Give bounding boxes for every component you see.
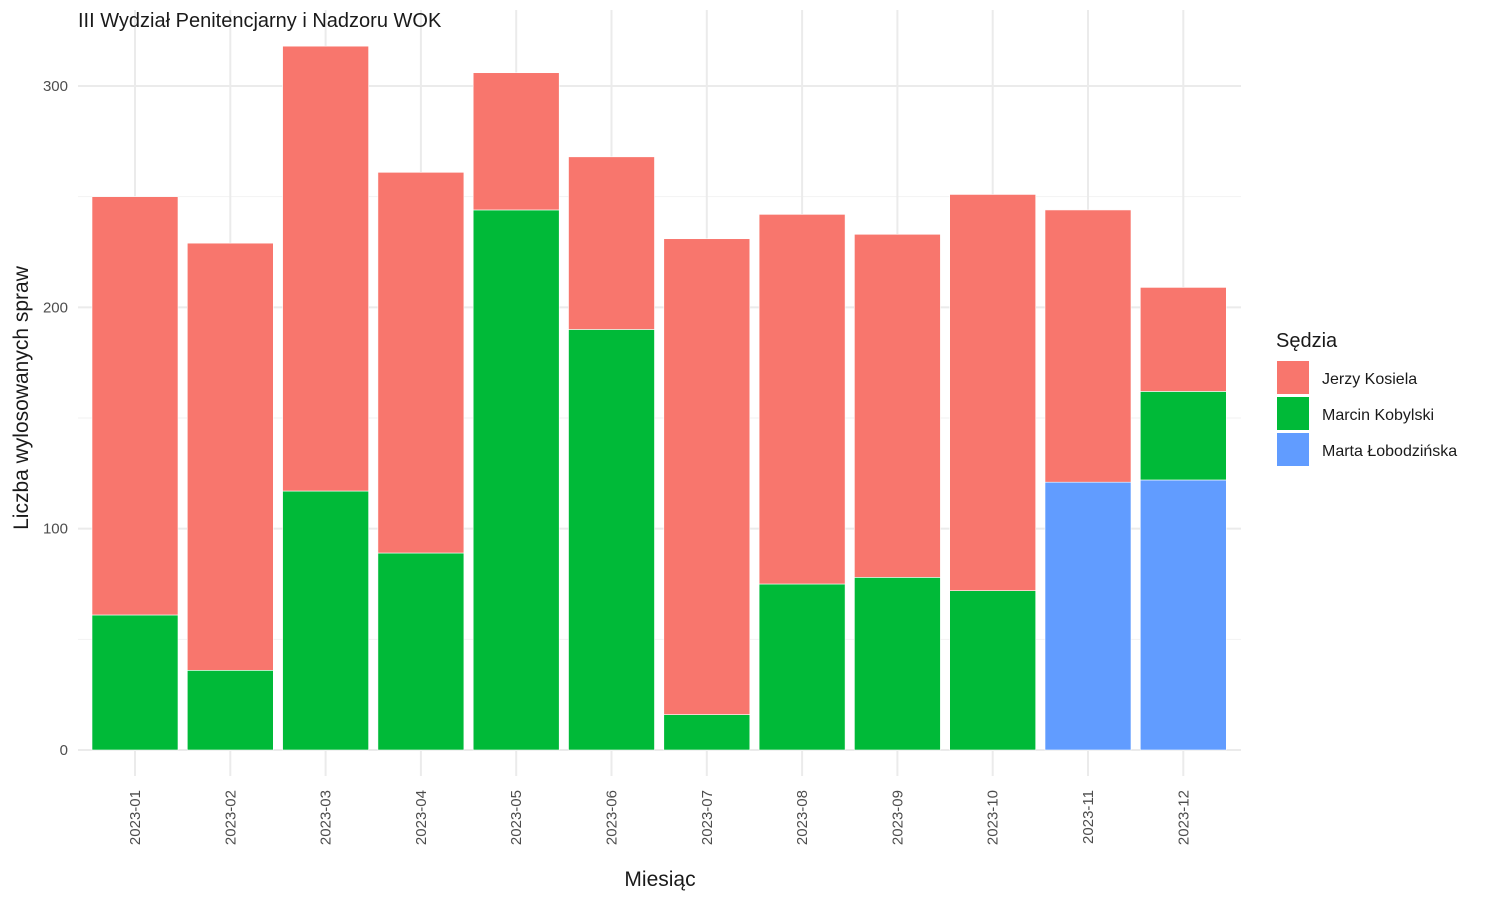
y-tick-label: 100 [43, 521, 68, 538]
bar-2023-06-jerzy-kosiela [568, 156, 655, 330]
bar-2023-10-marcin-kobylski [949, 590, 1037, 751]
y-tick-label: 200 [43, 299, 68, 316]
legend-label-marta-obodzi-ska: Marta Łobodzińska [1322, 443, 1457, 460]
x-tick-label: 2023-04 [413, 790, 430, 845]
x-tick-label: 2023-09 [889, 790, 906, 845]
legend-label-jerzy-kosiela: Jerzy Kosiela [1322, 371, 1417, 388]
x-tick-label: 2023-08 [794, 790, 811, 845]
x-tick-label: 2023-06 [604, 790, 621, 845]
bar-2023-02-jerzy-kosiela [187, 242, 274, 671]
x-tick-label: 2023-11 [1080, 790, 1097, 844]
bar-2023-05-marcin-kobylski [472, 209, 560, 751]
bar-2023-06-marcin-kobylski [568, 329, 655, 751]
bars [91, 45, 1227, 751]
bar-2023-08-jerzy-kosiela [758, 214, 846, 585]
x-axis-title: Miesiąc [624, 868, 695, 891]
bar-2023-12-marta-obodzi-ska [1140, 479, 1227, 751]
bar-2023-10-jerzy-kosiela [949, 194, 1037, 591]
bar-2023-07-jerzy-kosiela [663, 238, 751, 715]
x-tick-label: 2023-01 [127, 790, 144, 845]
bar-2023-12-jerzy-kosiela [1140, 287, 1227, 392]
x-tick-label: 2023-12 [1175, 790, 1192, 845]
legend: Sędzia Jerzy Kosiela Marcin Kobylski Marta… [1276, 330, 1457, 466]
y-tick-label: 0 [60, 742, 68, 759]
bar-2023-01-marcin-kobylski [91, 614, 179, 751]
bar-2023-05-jerzy-kosiela [472, 72, 560, 211]
bar-2023-04-jerzy-kosiela [377, 172, 465, 554]
bar-2023-08-marcin-kobylski [758, 583, 846, 751]
legend-key-jerzy-kosiela [1277, 361, 1309, 394]
bar-2023-04-marcin-kobylski [377, 552, 465, 751]
x-tick-label: 2023-07 [699, 790, 716, 845]
bar-2023-03-marcin-kobylski [282, 490, 369, 751]
bar-2023-12-marcin-kobylski [1140, 391, 1227, 481]
bar-2023-07-marcin-kobylski [663, 714, 751, 751]
x-tick-label: 2023-02 [222, 790, 239, 845]
x-axis: 2023-01 2023-02 2023-03 2023-04 2023-05 2023-… [127, 790, 1192, 845]
bar-2023-09-marcin-kobylski [854, 577, 941, 751]
y-axis-title: Liczba wylosowanych spraw [10, 265, 33, 530]
bar-2023-03-jerzy-kosiela [282, 45, 369, 492]
bar-2023-01-jerzy-kosiela [91, 196, 179, 616]
x-tick-label: 2023-10 [985, 790, 1002, 845]
y-tick-label: 300 [43, 78, 68, 95]
bar-2023-11-marta-obodzi-ska [1044, 481, 1132, 751]
x-tick-label: 2023-03 [318, 790, 335, 845]
x-tick-label: 2023-05 [508, 790, 525, 845]
legend-key-marta-obodzi-ska [1277, 433, 1309, 466]
bar-2023-11-jerzy-kosiela [1044, 209, 1132, 483]
bar-2023-09-jerzy-kosiela [854, 233, 941, 578]
legend-title: Sędzia [1276, 330, 1338, 352]
y-axis: 0 100 200 300 [43, 78, 68, 759]
chart-title: III Wydział Penitencjarny i Nadzoru WOK [78, 10, 442, 32]
legend-key-marcin-kobylski [1277, 397, 1309, 430]
legend-label-marcin-kobylski: Marcin Kobylski [1322, 407, 1434, 424]
bar-2023-02-marcin-kobylski [187, 670, 274, 751]
